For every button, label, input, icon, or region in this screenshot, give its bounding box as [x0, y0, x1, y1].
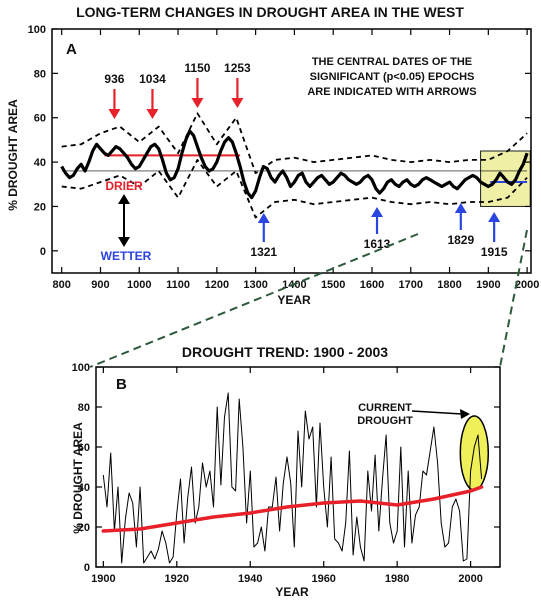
y-tick-label: 80: [34, 68, 46, 80]
x-tick-label: 1920: [165, 573, 189, 585]
wetter-arrow-head-icon: [257, 213, 270, 223]
x-tick-label: 1900: [91, 573, 115, 585]
x-tick-label: 1300: [243, 279, 267, 291]
drought-trend-line: [101, 485, 484, 533]
wetter-arrow-head-icon: [371, 207, 384, 217]
drier-arrow-head-icon: [191, 98, 204, 108]
upper-bound-line: [61, 112, 528, 175]
y-tick-label: 0: [40, 246, 46, 258]
y-tick-label: 100: [28, 24, 46, 36]
panel-a-drier-arrows: 936 1034 1150 1253: [104, 61, 251, 119]
panel-b-trend-line: [101, 485, 484, 533]
x-tick-label: 1500: [321, 279, 345, 291]
current-drought-arrow-icon: [411, 410, 463, 415]
drier-wetter-double-arrow-icon: [118, 194, 130, 247]
x-tick-label: 1600: [360, 279, 384, 291]
panel-a-frame: [51, 28, 532, 274]
panel-b-label: B: [116, 376, 127, 393]
drier-label: DRIER: [105, 179, 143, 193]
x-tick-label: 1940: [238, 573, 262, 585]
drier-arrow-head-icon: [146, 109, 159, 119]
x-tick-label: 800: [53, 279, 71, 291]
panel-b-x-axis-label: YEAR: [275, 585, 309, 599]
x-tick-label: 2000: [458, 573, 482, 585]
panel-b-y-ticks: 0 20 40 60 80 100: [72, 362, 500, 574]
y-tick-label: 60: [34, 113, 46, 125]
panel-a-label: A: [66, 41, 77, 58]
y-tick-label: 0: [84, 562, 90, 574]
panel-a-y-axis-label: % DROUGHT AREA: [6, 99, 20, 211]
panel-b-x-ticks: 1900 1920 1940 1960 1980 2000: [91, 367, 483, 585]
x-tick-label: 1000: [127, 279, 151, 291]
smoothed-drought-line: [60, 129, 529, 200]
drier-epoch-label: 1150: [184, 61, 210, 75]
x-tick-label: 1800: [437, 279, 461, 291]
panel-a-wetter-arrows: 1321 1613 1829 1915: [250, 203, 508, 259]
current-drought-label-line-1: CURRENT: [358, 402, 412, 414]
x-tick-label: 1100: [166, 279, 190, 291]
current-drought-ellipse: [459, 415, 490, 491]
x-tick-label: 1960: [311, 573, 335, 585]
drier-arrow-head-icon: [231, 98, 244, 108]
panel-b-title: DROUGHT TREND: 1900 - 2003: [182, 344, 388, 360]
current-drought-arrowhead-icon: [460, 409, 470, 419]
x-tick-label: 2000: [515, 279, 539, 291]
x-tick-label: 1700: [399, 279, 423, 291]
drier-arrow-head-icon: [108, 109, 121, 119]
drier-epoch-label: 1253: [224, 61, 251, 75]
wetter-epoch-label: 1321: [250, 245, 277, 259]
zoom-connector-right: [499, 229, 528, 368]
panel-a-x-ticks: 8009001000110012001300140015001600170018…: [53, 29, 539, 291]
panel-a-note-line-2: SIGNIFICANT (p<0.05) EPOCHS: [310, 71, 475, 83]
lower-bound-line: [61, 158, 528, 219]
panel-a-note-line-1: THE CENTRAL DATES OF THE: [312, 56, 472, 68]
y-tick-label: 40: [34, 157, 46, 169]
panel-a-title: LONG-TERM CHANGES IN DROUGHT AREA IN THE…: [76, 4, 464, 20]
x-tick-label: 1980: [385, 573, 409, 585]
x-tick-label: 1900: [476, 279, 500, 291]
panel-a-smoothed-series: [60, 129, 529, 200]
y-tick-label: 40: [78, 482, 90, 494]
y-tick-label: 60: [78, 442, 90, 454]
y-tick-label: 20: [78, 522, 90, 534]
panel-b-annual-series: [102, 392, 483, 564]
x-tick-label: 1200: [205, 279, 229, 291]
current-drought-label-line-2: DROUGHT: [357, 415, 413, 427]
wetter-epoch-label: 1829: [447, 233, 474, 247]
current-drought-annotation: CURRENT DROUGHT: [357, 402, 470, 427]
panel-b-y-axis-label: % DROUGHT AREA: [71, 422, 85, 534]
x-tick-label: 900: [91, 279, 109, 291]
annual-drought-line: [102, 392, 483, 564]
wetter-label: WETTER: [101, 249, 152, 263]
wetter-epoch-label: 1613: [364, 237, 391, 251]
panel-b-plot: 0 20 40 60 80 100 1900 1920 1940 1960 1980 2000: [72, 362, 501, 585]
panel-a-x-axis-label: YEAR: [277, 293, 311, 307]
drier-epoch-label: 1034: [139, 72, 166, 86]
wetter-epoch-label: 1915: [481, 245, 508, 259]
panel-b-frame: [95, 366, 501, 568]
panel-a-y-ticks: 0 20 40 60 80 100: [28, 24, 531, 258]
panel-a-note: THE CENTRAL DATES OF THE SIGNIFICANT (p<…: [307, 56, 476, 98]
panel-a-confidence-bounds: [61, 112, 528, 219]
panel-a-note-line-3: ARE INDICATED WITH ARROWS: [307, 86, 476, 98]
y-tick-label: 80: [78, 402, 90, 414]
y-tick-label: 20: [34, 201, 46, 213]
drier-epoch-label: 936: [104, 72, 124, 86]
zoom-connector-left: [89, 233, 419, 368]
wetter-arrow-head-icon: [454, 203, 467, 213]
y-tick-label: 100: [72, 362, 90, 374]
wetter-arrow-head-icon: [488, 212, 501, 222]
